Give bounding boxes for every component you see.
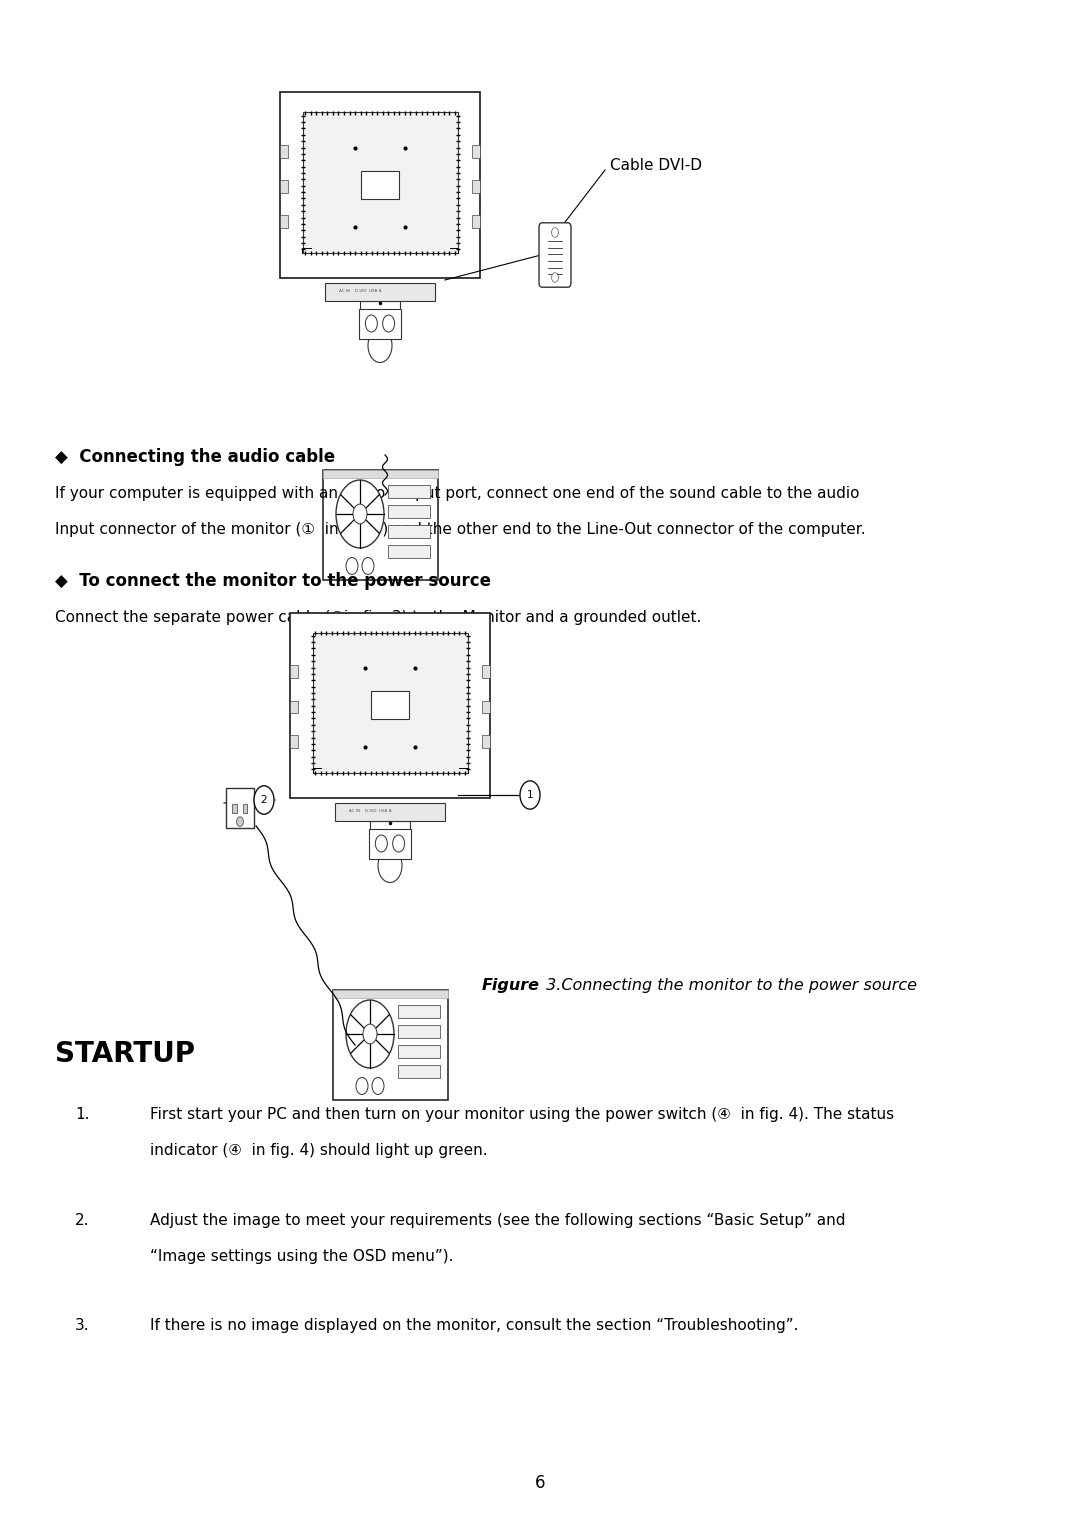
Text: 1.: 1. <box>75 1107 90 1122</box>
Circle shape <box>353 505 367 524</box>
Circle shape <box>368 329 392 362</box>
Circle shape <box>552 228 558 237</box>
Bar <box>482 735 490 748</box>
Circle shape <box>519 781 540 809</box>
Text: 6: 6 <box>535 1474 545 1492</box>
Text: AC IN    D-VID  USB A: AC IN D-VID USB A <box>339 289 381 294</box>
Bar <box>333 989 447 1099</box>
Bar <box>388 485 430 498</box>
Bar <box>291 665 298 677</box>
Bar <box>280 216 288 228</box>
Bar <box>369 829 411 858</box>
Circle shape <box>552 272 558 283</box>
Circle shape <box>365 315 377 332</box>
Bar <box>243 804 247 813</box>
Bar <box>323 469 437 479</box>
Bar <box>323 469 437 579</box>
Bar <box>291 735 298 748</box>
Circle shape <box>382 315 394 332</box>
Text: 3.: 3. <box>75 1318 90 1333</box>
Bar <box>312 633 468 772</box>
Text: 3.Connecting the monitor to the power source: 3.Connecting the monitor to the power so… <box>541 979 917 992</box>
Bar <box>360 301 400 335</box>
Bar <box>335 803 445 821</box>
Circle shape <box>237 816 243 826</box>
Text: Connect the separate power cable (②in fig. 3) to the Monitor and a grounded outl: Connect the separate power cable (②in fi… <box>55 610 701 625</box>
Circle shape <box>363 1024 377 1044</box>
Text: 2: 2 <box>260 795 268 804</box>
Bar <box>399 1044 440 1058</box>
Text: If your computer is equipped with an audio output port, connect one end of the s: If your computer is equipped with an aud… <box>55 486 860 502</box>
Bar <box>388 505 430 518</box>
Bar <box>472 180 480 193</box>
Text: STARTUP: STARTUP <box>55 1040 195 1067</box>
Circle shape <box>362 558 374 575</box>
Text: Input connector of the monitor (①  in fig. 3) and the other end to the Line-Out : Input connector of the monitor (① in fig… <box>55 521 866 537</box>
Bar <box>291 700 298 713</box>
Bar <box>472 216 480 228</box>
Circle shape <box>378 849 402 882</box>
Bar <box>372 691 409 719</box>
Circle shape <box>356 1078 368 1095</box>
Bar <box>280 145 288 157</box>
Text: First start your PC and then turn on your monitor using the power switch (④  in : First start your PC and then turn on you… <box>150 1107 894 1122</box>
Text: AC IN    D-VID  USB A: AC IN D-VID USB A <box>349 809 391 813</box>
Bar <box>482 665 490 677</box>
Circle shape <box>254 786 274 813</box>
Bar <box>388 524 430 538</box>
Bar <box>280 180 288 193</box>
Text: indicator (④  in fig. 4) should light up green.: indicator (④ in fig. 4) should light up … <box>150 1144 488 1157</box>
Text: Cable DVI-D: Cable DVI-D <box>610 157 702 173</box>
Bar <box>399 1024 440 1038</box>
Text: 2.: 2. <box>75 1212 90 1228</box>
Text: Adjust the image to meet your requirements (see the following sections “Basic Se: Adjust the image to meet your requiremen… <box>150 1212 846 1228</box>
Circle shape <box>346 558 357 575</box>
Bar <box>359 309 401 338</box>
Text: ◆  Connecting the audio cable: ◆ Connecting the audio cable <box>55 448 335 466</box>
Circle shape <box>376 835 388 852</box>
Text: “Image settings using the OSD menu”).: “Image settings using the OSD menu”). <box>150 1249 454 1264</box>
Bar <box>482 700 490 713</box>
Circle shape <box>346 1000 394 1067</box>
Bar <box>399 1066 440 1078</box>
Circle shape <box>372 1078 384 1095</box>
Circle shape <box>336 480 384 547</box>
Bar <box>291 613 490 798</box>
Bar <box>325 283 435 301</box>
Bar <box>399 1005 440 1018</box>
Bar <box>370 821 410 856</box>
Bar <box>280 92 480 277</box>
Text: If there is no image displayed on the monitor, consult the section “Troubleshoot: If there is no image displayed on the mo… <box>150 1318 798 1333</box>
Bar <box>302 113 458 252</box>
Bar <box>361 171 399 199</box>
Text: Figure: Figure <box>482 979 540 992</box>
Bar <box>472 145 480 157</box>
Text: ◆  To connect the monitor to the power source: ◆ To connect the monitor to the power so… <box>55 572 491 590</box>
Bar <box>388 544 430 558</box>
Circle shape <box>393 835 405 852</box>
Bar <box>232 804 237 813</box>
Bar <box>333 989 447 998</box>
Bar <box>227 789 254 827</box>
FancyBboxPatch shape <box>539 223 571 287</box>
Text: 1: 1 <box>527 790 534 800</box>
